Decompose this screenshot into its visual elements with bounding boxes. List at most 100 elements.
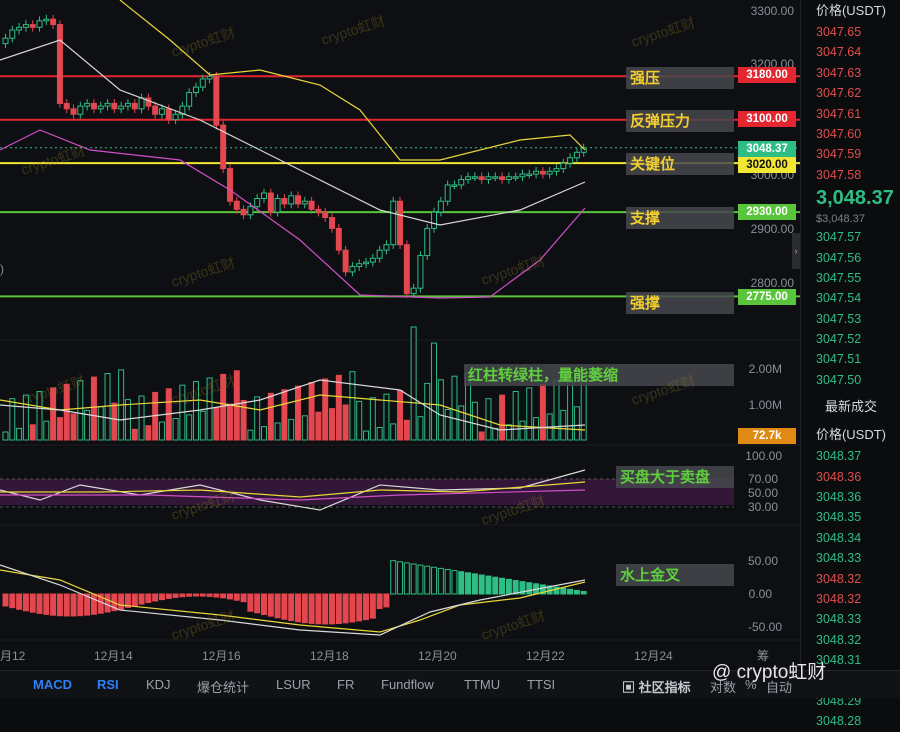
candle-body bbox=[458, 178, 465, 186]
candlestick-chart[interactable] bbox=[0, 0, 800, 668]
volume-bar bbox=[349, 371, 356, 441]
volume-bar bbox=[403, 419, 410, 441]
candle-body bbox=[158, 108, 165, 115]
tab-rsi[interactable]: RSI bbox=[97, 677, 119, 692]
trade-price-row: 3048.32 bbox=[816, 632, 862, 647]
candle-body bbox=[478, 176, 485, 180]
volume-bar bbox=[260, 426, 267, 441]
candle-body bbox=[145, 97, 152, 107]
tab-ttsi[interactable]: TTSI bbox=[527, 677, 556, 692]
candle-body bbox=[553, 168, 560, 172]
macd-bar bbox=[63, 593, 70, 617]
macd-bar bbox=[356, 593, 363, 622]
trade-price-row: 3048.32 bbox=[816, 571, 862, 586]
volume-bar bbox=[444, 409, 451, 441]
candle-body bbox=[288, 195, 295, 205]
macd-bar bbox=[206, 593, 213, 597]
candle-body bbox=[560, 162, 567, 170]
candle-body bbox=[499, 176, 506, 180]
volume-bar bbox=[247, 429, 254, 441]
macd-bar bbox=[539, 584, 546, 595]
candle-body bbox=[43, 18, 50, 22]
tab-fundflow[interactable]: Fundflow bbox=[381, 677, 434, 692]
macd-bar bbox=[131, 593, 138, 607]
volume-bar bbox=[329, 408, 336, 441]
macd-bar bbox=[145, 593, 152, 603]
tab-liquidation[interactable]: 爆仓统计 bbox=[197, 680, 250, 695]
volume-bar bbox=[424, 382, 431, 441]
macd-bar bbox=[553, 586, 560, 595]
volume-bar bbox=[43, 420, 50, 441]
candle-body bbox=[444, 184, 451, 202]
trade-price-row: 3048.28 bbox=[816, 714, 862, 729]
tab-kdj[interactable]: KDJ bbox=[146, 677, 171, 692]
macd-bar bbox=[43, 593, 50, 615]
ask-price-row: 3047.58 bbox=[816, 167, 862, 182]
candle-body bbox=[186, 92, 193, 107]
volume-bar bbox=[84, 409, 91, 441]
bid-list: 3047.57 3047.56 3047.55 3047.54 3047.53 3047.… bbox=[801, 227, 900, 390]
trades-title[interactable]: 最新成交 bbox=[824, 399, 877, 415]
volume-bar bbox=[431, 342, 438, 441]
volume-bar bbox=[437, 379, 444, 441]
axis-peek-text: 筹 bbox=[757, 649, 770, 663]
candle-body bbox=[437, 200, 444, 213]
candle-body bbox=[172, 113, 179, 121]
volume-bar bbox=[186, 414, 193, 441]
macd-bar bbox=[77, 593, 84, 617]
candle-body bbox=[315, 208, 322, 213]
macd-bar bbox=[56, 593, 63, 617]
chart-area[interactable]: 3300.00 3200.00 3000.00 2900.00 2800.00 … bbox=[0, 0, 800, 668]
macd-bar bbox=[84, 593, 91, 616]
candle-body bbox=[84, 102, 91, 107]
candle-body bbox=[512, 176, 519, 179]
candle-body bbox=[329, 217, 336, 229]
candle-body bbox=[539, 170, 546, 175]
candle-body bbox=[519, 173, 526, 178]
auto-toggle[interactable]: 自动 bbox=[766, 680, 793, 695]
candle-body bbox=[383, 244, 390, 251]
tab-lsur[interactable]: LSUR bbox=[276, 677, 311, 692]
macd-bar bbox=[186, 593, 193, 597]
percent-toggle[interactable]: % bbox=[745, 677, 757, 692]
volume-bar bbox=[131, 428, 138, 441]
price-tick: 3300.00 bbox=[750, 4, 794, 18]
macd-bar bbox=[308, 593, 315, 624]
candle-body bbox=[152, 105, 159, 115]
candle-body bbox=[111, 102, 118, 110]
lower-band-line bbox=[0, 129, 586, 299]
tab-macd[interactable]: MACD bbox=[33, 677, 72, 692]
community-indicators-button[interactable]: ▣ 社区指标 bbox=[622, 680, 691, 695]
candle-body bbox=[349, 265, 356, 273]
bid-price-row: 3047.51 bbox=[816, 352, 862, 367]
macd-bar bbox=[260, 593, 267, 616]
candle-body bbox=[308, 200, 315, 210]
log-toggle[interactable]: 对数 bbox=[710, 680, 737, 695]
macd-bar bbox=[22, 593, 29, 612]
macd-bar bbox=[526, 582, 533, 595]
macd-bar bbox=[301, 593, 308, 624]
volume-bar bbox=[199, 410, 206, 441]
macd-bar bbox=[451, 570, 458, 595]
volume-bar bbox=[295, 385, 301, 441]
volume-bar bbox=[29, 424, 36, 441]
rsi-tick: 30.00 bbox=[747, 500, 778, 514]
volume-bar bbox=[172, 418, 179, 441]
macd-bar bbox=[274, 593, 281, 619]
level-label-strong-resistance: 强压 bbox=[626, 67, 734, 89]
macd-bar bbox=[172, 593, 179, 598]
macd-bar bbox=[288, 593, 295, 622]
volume-bar bbox=[2, 431, 9, 441]
tab-ttmu[interactable]: TTMU bbox=[464, 677, 501, 692]
volume-bar bbox=[158, 421, 165, 441]
volume-bar bbox=[499, 394, 506, 441]
volume-tick: 1.00M bbox=[748, 398, 782, 412]
footer-watermark: @ crypto虹财 bbox=[712, 662, 827, 683]
volume-bar bbox=[70, 413, 77, 441]
volume-bar bbox=[363, 430, 370, 441]
candle-body bbox=[220, 124, 227, 170]
candle-body bbox=[36, 20, 43, 28]
macd-bar bbox=[220, 593, 227, 599]
panel-collapse-handle[interactable]: › bbox=[792, 233, 800, 269]
tab-fr[interactable]: FR bbox=[337, 677, 355, 692]
